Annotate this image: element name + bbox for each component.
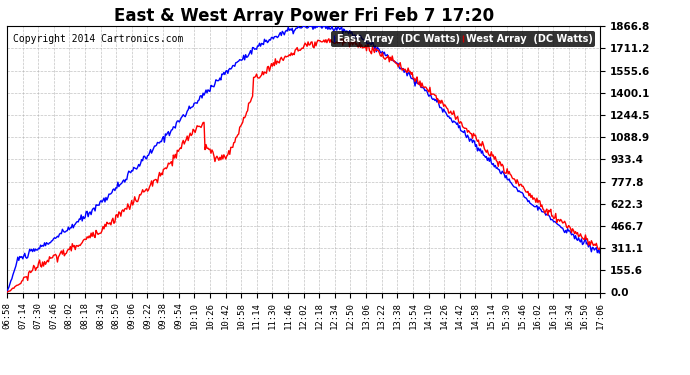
Text: Copyright 2014 Cartronics.com: Copyright 2014 Cartronics.com xyxy=(13,34,184,44)
Legend: East Array  (DC Watts), West Array  (DC Watts): East Array (DC Watts), West Array (DC Wa… xyxy=(331,31,595,47)
Title: East & West Array Power Fri Feb 7 17:20: East & West Array Power Fri Feb 7 17:20 xyxy=(114,7,493,25)
